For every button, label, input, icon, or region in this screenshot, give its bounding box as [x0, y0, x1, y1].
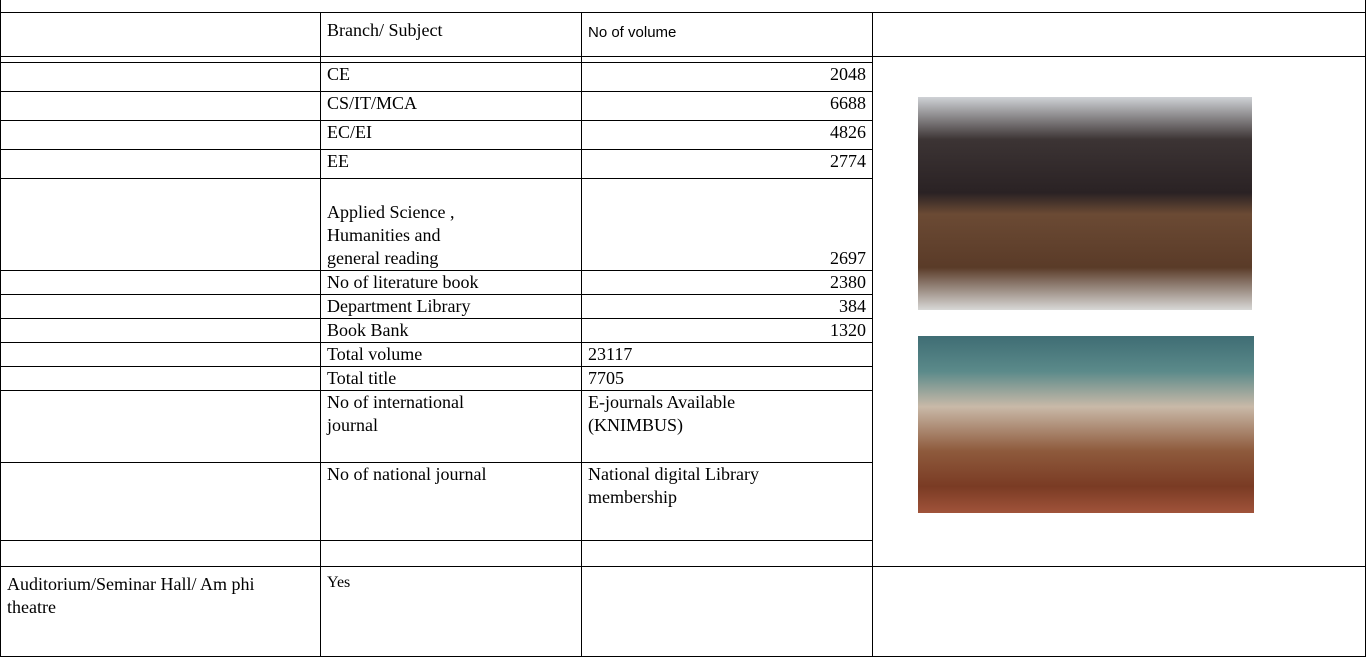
cell — [1, 179, 321, 271]
cell — [1, 295, 321, 319]
value: 4826 — [582, 121, 873, 150]
cell — [1, 92, 321, 121]
cell — [1, 367, 321, 391]
value: Yes — [321, 567, 582, 657]
header-cell: Branch/ Subject — [321, 13, 582, 57]
cell — [1, 0, 1366, 13]
label: Book Bank — [321, 319, 582, 343]
label: Department Library — [321, 295, 582, 319]
value: 2380 — [582, 271, 873, 295]
label-text: No of international journal — [327, 391, 487, 437]
label: No of literature book — [321, 271, 582, 295]
label: Applied Science , Humanities and general… — [321, 179, 582, 271]
label: CS/IT/MCA — [321, 92, 582, 121]
value-text: National digital Library membership — [588, 463, 803, 509]
value: E-journals Available (KNIMBUS) — [582, 391, 873, 463]
value: 2774 — [582, 150, 873, 179]
cell — [1, 319, 321, 343]
value: 6688 — [582, 92, 873, 121]
header-row: Branch/ Subject No of volume — [1, 13, 1366, 57]
label: Total title — [321, 367, 582, 391]
label: Auditorium/Seminar Hall/ Am phi theatre — [1, 567, 321, 657]
cell — [582, 567, 873, 657]
value: 2697 — [582, 179, 873, 271]
label-text: Applied Science , Humanities and general… — [327, 201, 492, 270]
cell — [1, 121, 321, 150]
cell — [1, 463, 321, 541]
cell — [1, 541, 321, 567]
value-text: E-journals Available (KNIMBUS) — [588, 391, 803, 437]
label: Total volume — [321, 343, 582, 367]
cell — [1, 343, 321, 367]
value: 384 — [582, 295, 873, 319]
value: 2048 — [582, 63, 873, 92]
label: No of national journal — [321, 463, 582, 541]
label: CE — [321, 63, 582, 92]
cell — [1, 150, 321, 179]
cell — [873, 567, 1366, 657]
cell — [1, 271, 321, 295]
header-cell: No of volume — [582, 13, 873, 57]
reading-room-photo — [918, 336, 1254, 513]
document: Branch/ Subject No of volume CE2048 CS/I… — [0, 0, 1366, 650]
value: National digital Library membership — [582, 463, 873, 541]
value: 23117 — [582, 343, 873, 367]
cell — [321, 541, 582, 567]
cell — [582, 541, 873, 567]
label: EC/EI — [321, 121, 582, 150]
value: 1320 — [582, 319, 873, 343]
label: EE — [321, 150, 582, 179]
auditorium-row: Auditorium/Seminar Hall/ Am phi theatre … — [1, 567, 1366, 657]
library-photo — [918, 97, 1252, 310]
label-text: Auditorium/Seminar Hall/ Am phi theatre — [7, 573, 277, 619]
cell — [1, 391, 321, 463]
label-text: No of national journal — [327, 463, 487, 486]
label: No of international journal — [321, 391, 582, 463]
page: Library table {"table": { "header": ["Br… — [0, 0, 1366, 650]
cell — [1, 63, 321, 92]
cell — [1, 13, 321, 57]
value: 7705 — [582, 367, 873, 391]
top-row — [1, 0, 1366, 13]
cell — [873, 13, 1366, 57]
